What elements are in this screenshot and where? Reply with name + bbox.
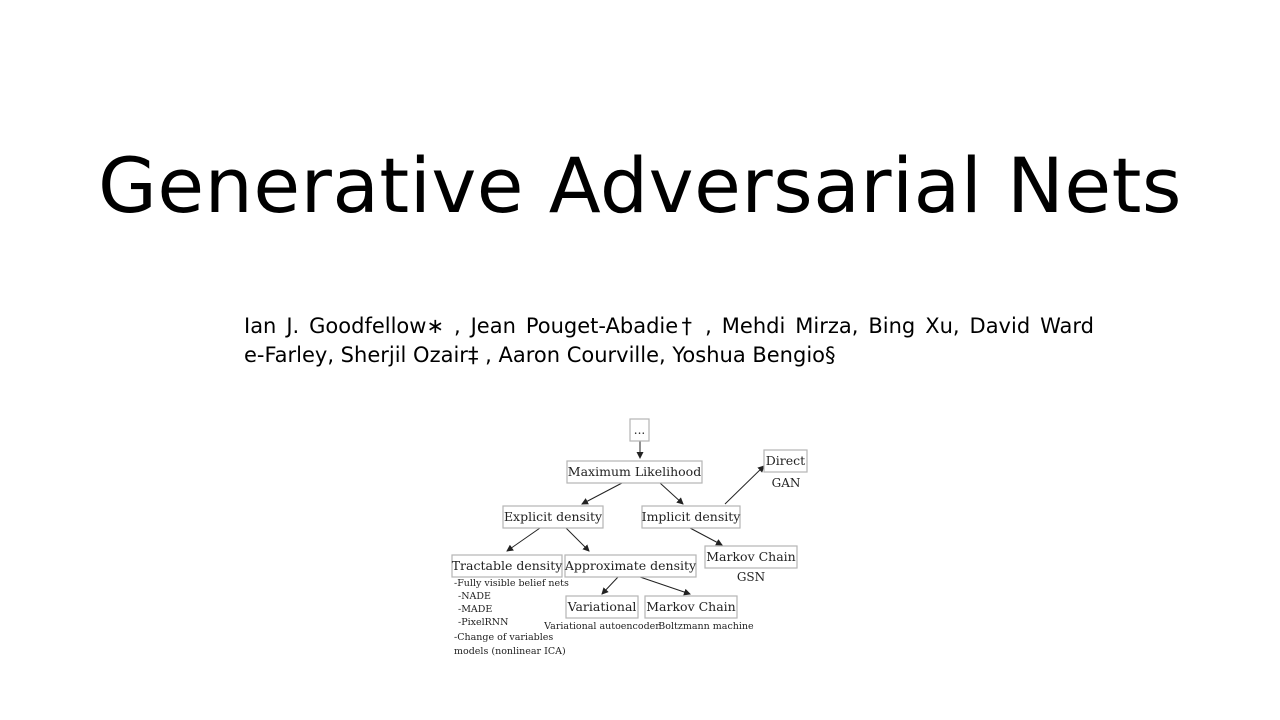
- authors-line-2: e-Farley, Sherjil Ozair‡ , Aaron Courvil…: [244, 343, 836, 367]
- node-markov-chain-explicit-label: Markov Chain: [646, 599, 735, 614]
- edge-approximate-to-markov: [639, 576, 691, 596]
- node-direct-note: GAN: [772, 476, 801, 490]
- node-tractable-density: Tractable density -Fully visible belief …: [451, 554, 569, 657]
- node-implicit-density: Implicit density: [641, 505, 742, 529]
- edge-explicit-to-approximate: [565, 527, 590, 552]
- node-markov-chain-explicit-note: Boltzmann machine: [658, 621, 754, 632]
- edge-implicit-to-direct: [724, 465, 765, 505]
- node-explicit-density-label: Explicit density: [504, 509, 603, 524]
- edge-ml-to-explicit: [581, 482, 623, 505]
- node-direct: Direct GAN: [763, 449, 808, 490]
- slide-title: Generative Adversarial Nets: [98, 141, 1182, 230]
- edge-approximate-to-variational: [601, 576, 619, 595]
- node-root-label: ...: [634, 423, 645, 437]
- tractable-note-5: -Change of variables: [454, 632, 553, 643]
- authors-line-1: Ian J. Goodfellow∗ , Jean Pouget-Abadie†…: [244, 314, 1094, 338]
- node-root: ...: [629, 418, 650, 442]
- node-direct-label: Direct: [766, 453, 805, 468]
- node-variational-note: Variational autoencoder: [543, 621, 660, 632]
- node-markov-chain-implicit-label: Markov Chain: [706, 549, 795, 564]
- node-explicit-density: Explicit density: [502, 505, 604, 529]
- edge-ml-to-implicit: [659, 482, 684, 505]
- tractable-note-6: models (nonlinear ICA): [454, 646, 566, 657]
- edge-explicit-to-tractable: [506, 527, 541, 552]
- node-markov-chain-implicit: Markov Chain GSN: [704, 545, 798, 584]
- tractable-note-1: -Fully visible belief nets: [454, 578, 569, 589]
- author-list: Ian J. Goodfellow∗ , Jean Pouget-Abadie†…: [244, 312, 1094, 370]
- node-approximate-density-label: Approximate density: [564, 558, 697, 573]
- node-variational-label: Variational: [567, 599, 637, 614]
- node-markov-chain-implicit-note: GSN: [737, 570, 765, 584]
- node-implicit-density-label: Implicit density: [642, 509, 742, 524]
- node-variational: Variational Variational autoencoder: [543, 595, 660, 632]
- node-markov-chain-explicit: Markov Chain Boltzmann machine: [644, 595, 754, 632]
- tractable-note-3: -MADE: [458, 604, 492, 615]
- node-maximum-likelihood: Maximum Likelihood: [566, 460, 703, 484]
- tractable-note-4: -PixelRNN: [458, 617, 508, 628]
- edge-implicit-to-markov: [689, 527, 723, 546]
- node-tractable-density-label: Tractable density: [452, 558, 563, 573]
- tractable-note-2: -NADE: [458, 591, 491, 602]
- node-approximate-density: Approximate density: [564, 554, 697, 578]
- node-maximum-likelihood-label: Maximum Likelihood: [568, 464, 701, 479]
